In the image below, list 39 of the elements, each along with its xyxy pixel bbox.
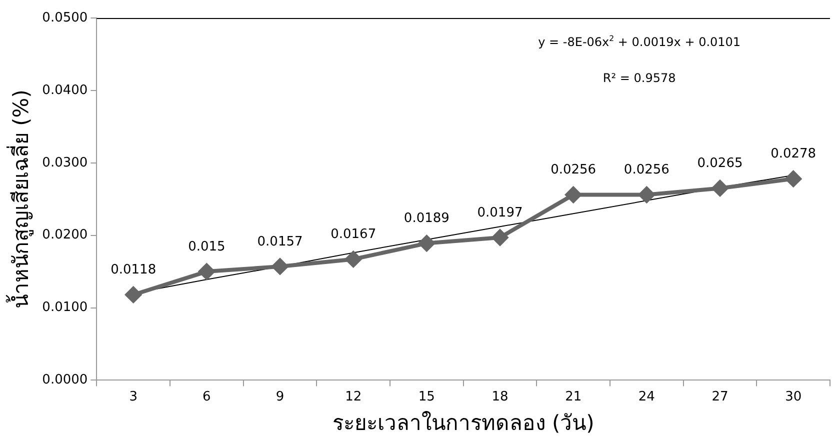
y-tick-label: 0.0500 [42, 10, 88, 26]
point [712, 180, 728, 196]
point [565, 186, 582, 203]
x-tick-label: 9 [276, 389, 284, 404]
data-label: 0.0197 [477, 205, 523, 220]
point [345, 251, 362, 268]
y-tick-label: 0.0000 [42, 372, 88, 388]
data-label: 0.0278 [770, 146, 816, 162]
x-axis-title: ระยะเวลาในการทดลอง (วัน) [332, 410, 594, 435]
data-label: 0.0256 [624, 162, 670, 178]
y-tick-label: 0.0200 [42, 228, 88, 243]
x-tick-label: 27 [712, 389, 728, 404]
y-tick-label: 0.0400 [42, 82, 88, 98]
y-tick-label: 0.0100 [42, 300, 88, 316]
data-label: 0.015 [188, 239, 226, 254]
x-tick-label: 30 [785, 389, 802, 404]
data-label: 0.0118 [110, 262, 156, 278]
data-label: 0.0265 [697, 156, 743, 172]
y-axis-title: น้ำหนักสูญเสียเฉลี่ย (%) [6, 90, 34, 309]
point [272, 258, 288, 274]
point [785, 170, 802, 187]
y-tick-label: 0.0300 [42, 155, 88, 170]
x-tick-label: 15 [418, 389, 435, 404]
x-tick-label: 24 [638, 389, 655, 404]
x-tick-label: 3 [129, 389, 138, 404]
point [198, 264, 215, 280]
point [418, 235, 435, 252]
data-label: 0.0157 [257, 234, 303, 250]
point [492, 229, 508, 246]
data-label: 0.0167 [330, 227, 376, 242]
x-tick-label: 18 [492, 389, 508, 404]
data-label: 0.0256 [550, 162, 596, 178]
data-label: 0.0189 [404, 211, 450, 226]
x-tick-label: 21 [565, 389, 582, 404]
x-tick-label: 12 [345, 389, 362, 404]
annotation: R² = 0.9578 [602, 71, 676, 85]
point [125, 286, 142, 303]
x-tick-label: 6 [202, 389, 211, 404]
point [638, 186, 655, 203]
